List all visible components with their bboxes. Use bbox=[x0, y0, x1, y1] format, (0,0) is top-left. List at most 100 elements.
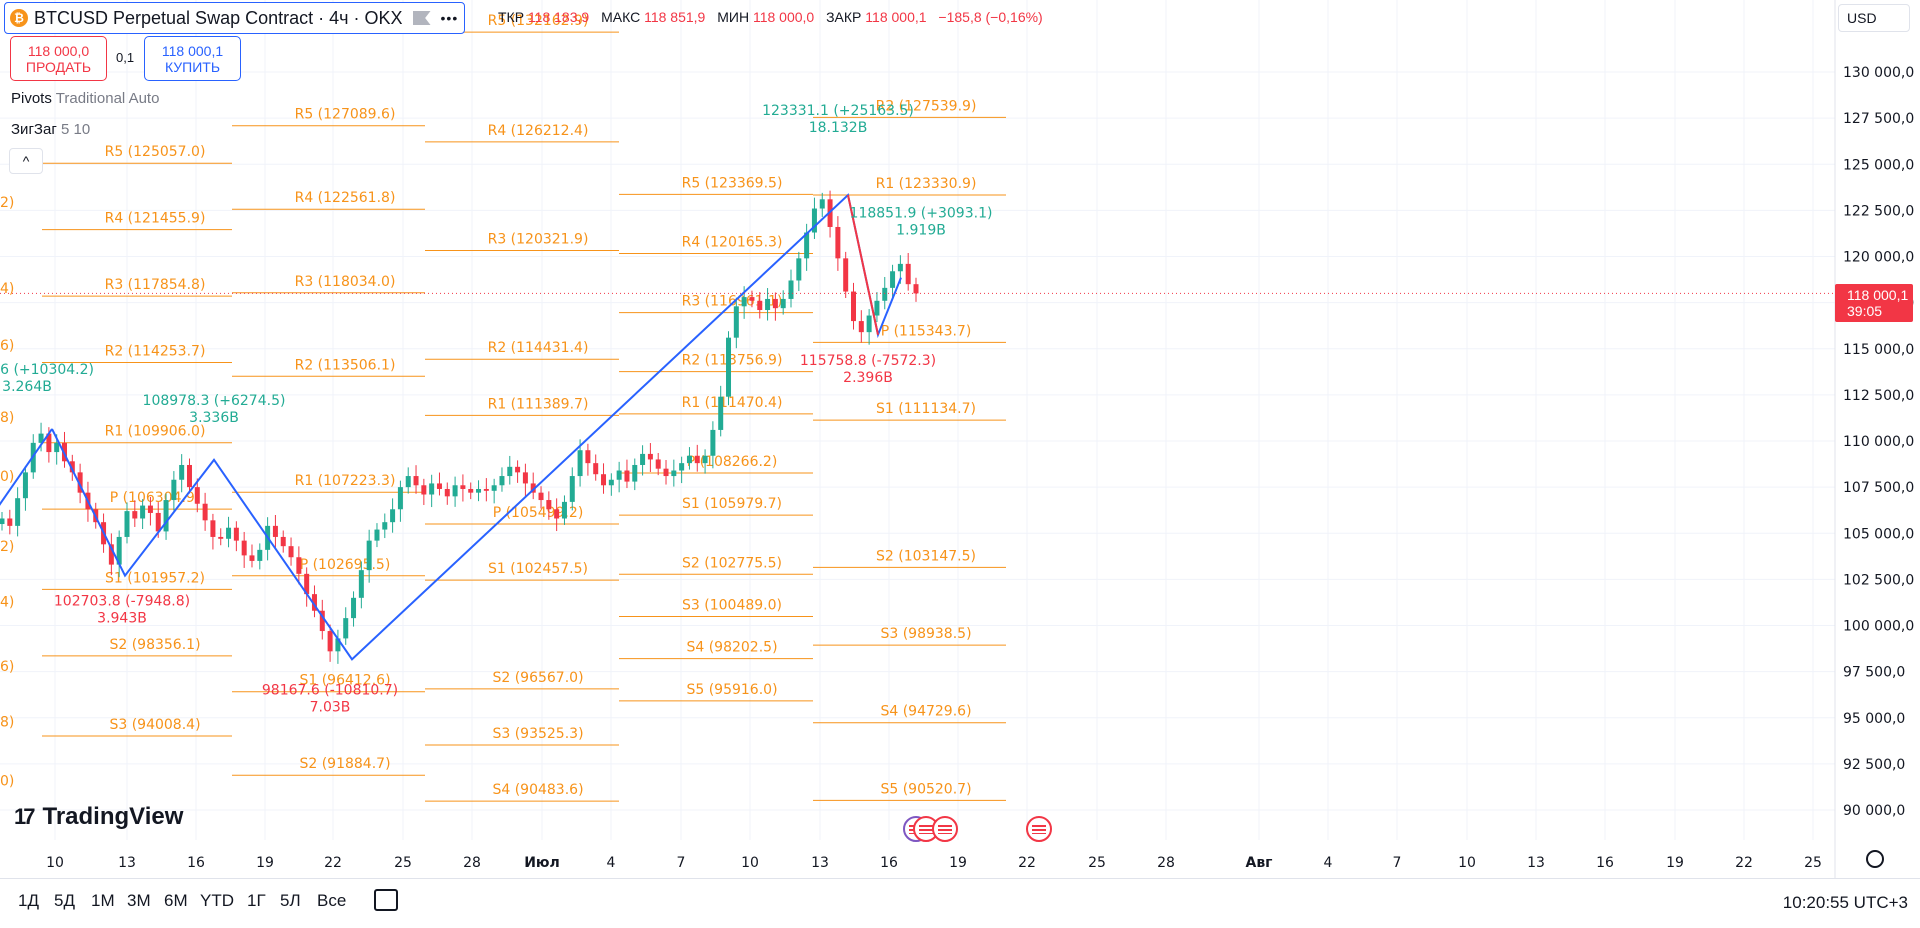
indicator-pivots[interactable]: Pivots Traditional Auto bbox=[11, 90, 159, 107]
candle-body bbox=[624, 470, 630, 482]
pivot-level-label: P (106304.9) bbox=[110, 490, 201, 506]
candle-body bbox=[77, 472, 83, 493]
candle-body bbox=[811, 208, 817, 233]
economic-event-icon[interactable] bbox=[932, 816, 958, 842]
tradingview-logo[interactable]: 17 TradingView bbox=[14, 803, 183, 831]
pivot-level-label: R2 (127539.9) bbox=[876, 98, 977, 114]
pivot-edge-label: 4) bbox=[0, 595, 14, 611]
zigzag-volume: 18.132B bbox=[809, 120, 868, 136]
y-tick-label: 92 500,0 bbox=[1843, 757, 1905, 773]
time-axis[interactable]: 10 13 16 19 22 25 28 Июл 4 7 10 13 16 19 22 25 28 Авг 4 7 10… bbox=[46, 855, 1822, 871]
pivot-levels: R5 (125057.0) R4 (121455.9) R3 (117854.8) R… bbox=[0, 13, 1006, 802]
range-5d-button[interactable]: 5Д bbox=[54, 891, 75, 910]
gear-icon[interactable] bbox=[1866, 850, 1884, 868]
candle-body bbox=[343, 618, 349, 639]
x-tick-label: 13 bbox=[118, 855, 136, 871]
zigzag-label: 0652.6 (+10304.2) bbox=[0, 362, 94, 378]
candle-body bbox=[436, 483, 442, 489]
pivot-level-label: R4 (122561.8) bbox=[295, 190, 396, 206]
pivot-level-label: S4 (98202.5) bbox=[686, 640, 777, 656]
candle-body bbox=[147, 505, 153, 513]
price-axis[interactable]: 130 000,0 127 500,0 125 000,0 122 500,0 120 … bbox=[1843, 65, 1914, 819]
zigzag-volume: 7.03B bbox=[310, 699, 351, 715]
candle-body bbox=[179, 464, 185, 480]
zigzag-volume: 3.943B bbox=[97, 611, 147, 627]
calendar-icon[interactable] bbox=[374, 889, 398, 911]
pivot-level-label: S2 (98356.1) bbox=[109, 637, 200, 653]
y-tick-label: 130 000,0 bbox=[1843, 65, 1914, 81]
pivot-level-label: S3 (98938.5) bbox=[880, 626, 971, 642]
pivot-level-label: P (108266.2) bbox=[687, 454, 778, 470]
candle-body bbox=[15, 498, 21, 526]
candle-body bbox=[233, 527, 239, 541]
candle-body bbox=[116, 536, 122, 565]
range-3m-button[interactable]: 3М bbox=[127, 891, 151, 910]
pivot-level-label: P (115343.7) bbox=[881, 323, 972, 339]
range-ytd-button[interactable]: YTD bbox=[200, 891, 234, 910]
candle-body bbox=[897, 263, 903, 272]
y-tick-label: 105 000,0 bbox=[1843, 526, 1914, 542]
candle-body bbox=[171, 479, 177, 501]
range-1m-button[interactable]: 1М bbox=[91, 891, 115, 910]
candle-body bbox=[561, 501, 567, 519]
candle-body bbox=[890, 271, 896, 288]
candle-body bbox=[655, 459, 661, 469]
candle-body bbox=[757, 300, 763, 311]
pivot-level-label: R1 (111470.4) bbox=[682, 395, 783, 411]
candle-body bbox=[241, 540, 247, 556]
pivot-edge-label: 2) bbox=[0, 195, 14, 211]
tradingview-logo-text: TradingView bbox=[42, 803, 184, 830]
ohlc-change-value: −185,8 (−0,16%) bbox=[938, 9, 1043, 25]
x-tick-label: 16 bbox=[187, 855, 205, 871]
candle-body bbox=[913, 284, 919, 294]
x-tick-label: 4 bbox=[1324, 855, 1333, 871]
candle-body bbox=[413, 476, 419, 486]
buy-price: 118 000,1 bbox=[161, 42, 224, 59]
economic-event-icon[interactable] bbox=[1026, 816, 1052, 842]
range-6m-button[interactable]: 6М bbox=[164, 891, 188, 910]
zigzag-volume: 2.396B bbox=[843, 370, 893, 386]
candle-body bbox=[69, 461, 75, 473]
zigzag: 0652.6 (+10304.2)3.264B 102703.8 (-7948.8… bbox=[0, 103, 992, 715]
pivot-edge-label: 2) bbox=[0, 539, 14, 555]
collapse-legend-button[interactable]: ^ bbox=[9, 148, 43, 174]
range-1y-button[interactable]: 1Г bbox=[247, 891, 266, 910]
candle-body bbox=[593, 463, 599, 475]
x-tick-label: 19 bbox=[949, 855, 967, 871]
x-tick-label: 22 bbox=[1735, 855, 1753, 871]
ohlc-high-value: 118 851,9 bbox=[644, 9, 706, 25]
range-all-button[interactable]: Все bbox=[317, 891, 347, 910]
zigzag-label: 115758.8 (-7572.3) bbox=[800, 353, 936, 369]
candle-body bbox=[218, 536, 224, 539]
sell-label: ПРОДАТЬ bbox=[25, 58, 92, 75]
flag-icon[interactable] bbox=[412, 11, 431, 25]
zigzag-label: 118851.9 (+3093.1) bbox=[850, 206, 993, 222]
pivot-level-label: S1 (96412.6) bbox=[299, 673, 390, 689]
sell-button[interactable]: 118 000,0 ПРОДАТЬ bbox=[10, 36, 107, 81]
candle-body bbox=[835, 226, 841, 259]
indicator-zigzag[interactable]: ЗигЗаг 5 10 bbox=[11, 121, 90, 138]
more-icon[interactable]: ••• bbox=[440, 10, 459, 26]
buy-button[interactable]: 118 000,1 КУПИТЬ bbox=[144, 36, 241, 81]
pivot-level-label: R5 (125057.0) bbox=[105, 144, 206, 160]
pivot-level-label: R3 (116961.1) bbox=[682, 294, 783, 310]
pivot-level-label: R4 (126212.4) bbox=[488, 123, 589, 139]
candle-body bbox=[358, 570, 364, 598]
pivot-level-label: R4 (121455.9) bbox=[105, 211, 206, 227]
pivot-level-label: R2 (113506.1) bbox=[295, 357, 396, 373]
range-1d-button[interactable]: 1Д bbox=[18, 891, 39, 910]
y-tick-label: 107 500,0 bbox=[1843, 480, 1914, 496]
currency-select[interactable]: USD bbox=[1838, 4, 1910, 32]
pivot-level-label: S5 (95916.0) bbox=[686, 682, 777, 698]
x-tick-label: 28 bbox=[463, 855, 481, 871]
symbol-search-button[interactable]: ₿ BTCUSD Perpetual Swap Contract · 4ч · … bbox=[4, 2, 466, 34]
range-5y-button[interactable]: 5Л bbox=[280, 891, 301, 910]
pivot-edge-label: 0) bbox=[0, 773, 14, 789]
candle-body bbox=[366, 540, 372, 571]
clock[interactable]: 10:20:55 UTC+3 bbox=[1782, 893, 1908, 912]
zigzag-line bbox=[0, 428, 53, 506]
candle-body bbox=[804, 232, 810, 259]
candle-body bbox=[733, 306, 739, 338]
candle-body bbox=[257, 549, 263, 561]
